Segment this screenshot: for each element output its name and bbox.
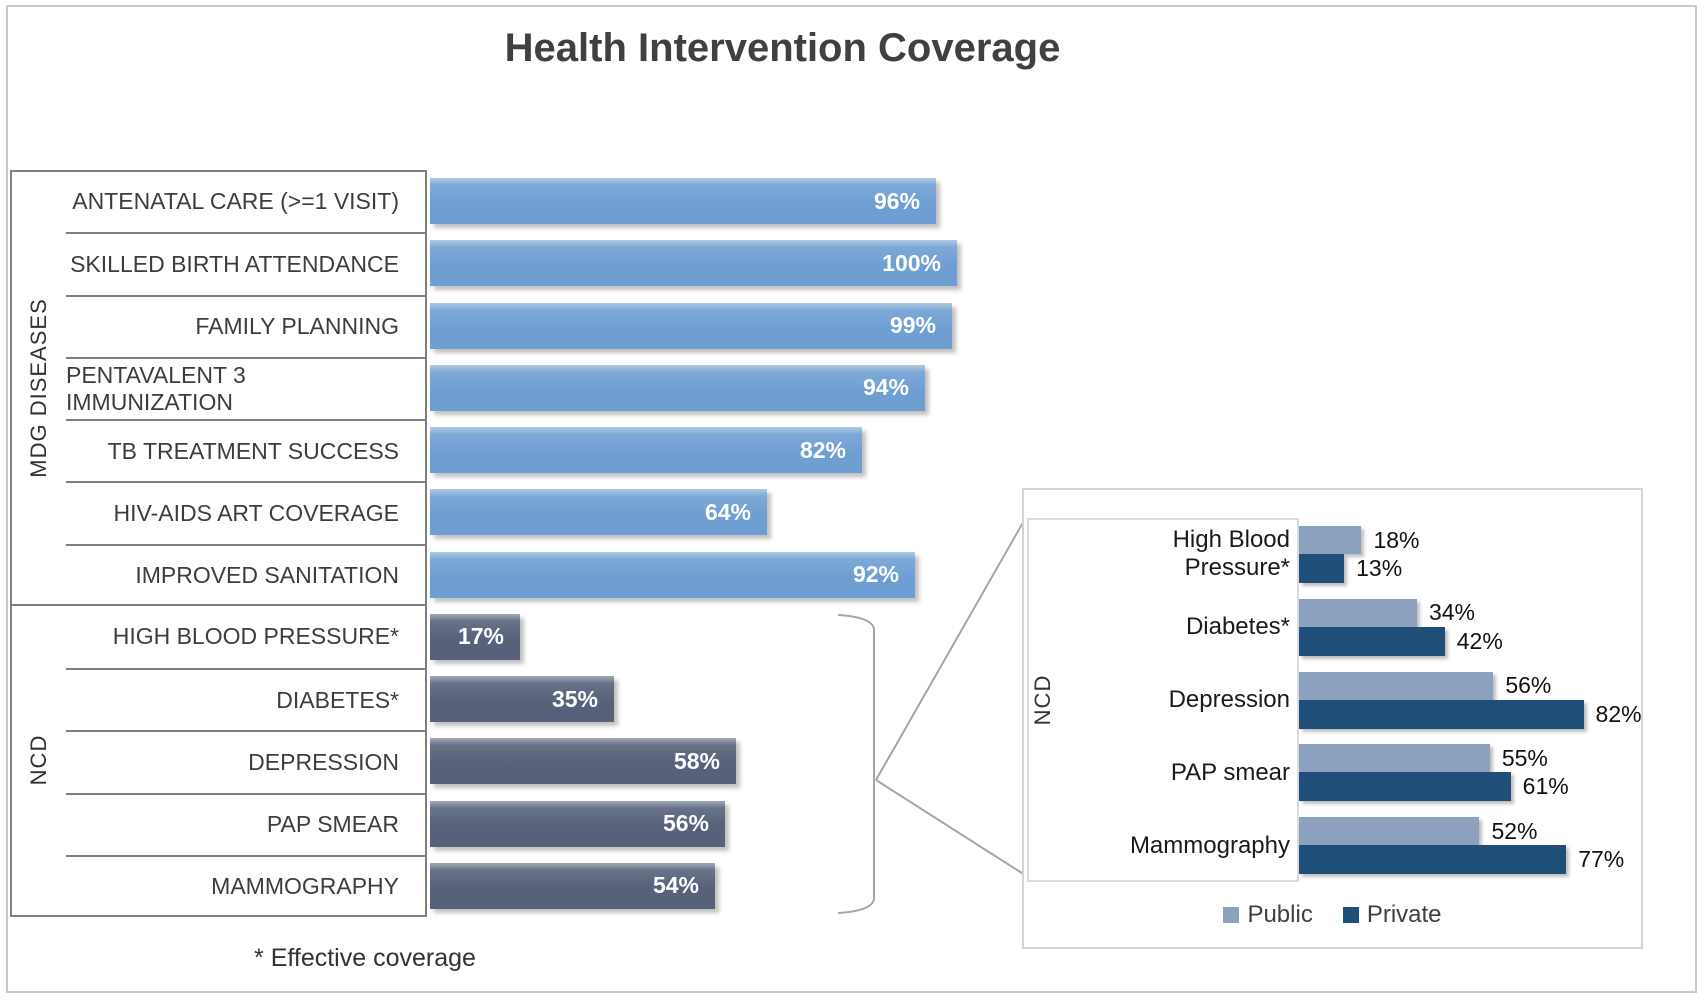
main-bar: 99% — [430, 302, 952, 349]
bar-value-label: 17% — [457, 623, 504, 650]
bar-value-label: 54% — [652, 872, 699, 899]
inset-bar-private — [1299, 626, 1445, 656]
inset-bar-private-value: 61% — [1522, 773, 1569, 800]
category-label: FAMILY PLANNING — [66, 294, 425, 357]
main-bar: 58% — [430, 738, 736, 785]
legend-label-public: Public — [1247, 901, 1313, 928]
main-bar: 92% — [430, 551, 915, 598]
inset-bar-public — [1299, 817, 1479, 846]
inset-bar-private-value: 42% — [1456, 627, 1503, 654]
legend-swatch-public-icon — [1223, 907, 1240, 923]
main-bar: 17% — [430, 613, 520, 660]
inset-bar-public-value: 52% — [1491, 817, 1538, 844]
inset-category-label: PAP smear — [1170, 758, 1290, 786]
main-bar: 94% — [430, 364, 925, 411]
inset-bar-public — [1299, 598, 1417, 627]
inset-bar-private-value: 13% — [1356, 555, 1403, 581]
main-bar: 64% — [430, 489, 767, 536]
inset-group-label-wrap: NCD — [1026, 518, 1060, 882]
group-label-strip: NCD — [12, 606, 66, 915]
group-label: MDG DISEASES — [26, 298, 51, 478]
category-label: PAP SMEAR — [66, 792, 425, 855]
main-bar: 100% — [430, 240, 957, 287]
bar-value-label: 64% — [704, 498, 751, 525]
bar-value-label: 58% — [673, 747, 720, 774]
inset-bar-private — [1299, 772, 1511, 802]
bar-value-label: 99% — [889, 312, 936, 338]
main-bar: 96% — [430, 178, 936, 224]
legend-item-public: Public — [1223, 901, 1313, 929]
bar-value-label: 92% — [852, 561, 899, 587]
group-label-strip: MDG DISEASES — [12, 172, 66, 604]
inset-bar-private-value: 77% — [1578, 846, 1625, 873]
bar-value-label: 82% — [799, 436, 846, 463]
category-label: PENTAVALENT 3 IMMUNIZATION — [66, 356, 425, 419]
category-label: HIV-AIDS ART COVERAGE — [66, 481, 425, 543]
legend-item-private: Private — [1342, 901, 1442, 929]
inset-bar-public-value: 55% — [1501, 744, 1548, 771]
bar-value-label: 56% — [662, 810, 709, 836]
legend: Public Private — [1022, 901, 1643, 929]
inset-bar-public-value: 34% — [1428, 599, 1476, 626]
legend-swatch-private-icon — [1342, 907, 1359, 923]
inset-bar-public-value: 18% — [1373, 526, 1420, 553]
group-box-mdg: MDG DISEASES ANTENATAL CARE (>=1 VISIT) SK… — [10, 170, 427, 606]
bar-value-label: 35% — [551, 685, 598, 712]
inset-bar-public — [1299, 671, 1493, 700]
group-label: NCD — [26, 735, 51, 786]
inset-bar-private — [1299, 554, 1344, 583]
inset-category-label: High Blood Pressure* — [1172, 526, 1290, 582]
inset-category-label: Mammography — [1129, 831, 1290, 859]
main-bar: 82% — [430, 427, 862, 473]
main-bar: 54% — [430, 862, 715, 909]
inset-bar-public-value: 56% — [1505, 672, 1552, 699]
bar-value-label: 94% — [862, 374, 909, 401]
inset-bar-private — [1299, 699, 1584, 729]
inset-bar-public — [1299, 744, 1490, 773]
inset-category-label: Depression — [1168, 685, 1290, 713]
category-label: DEPRESSION — [66, 730, 425, 792]
bar-value-label: 96% — [873, 187, 920, 214]
inset-bar-private — [1299, 845, 1566, 875]
inset-group-label: NCD — [1030, 674, 1055, 726]
category-label: HIGH BLOOD PRESSURE* — [112, 623, 399, 650]
category-label: MAMMOGRAPHY — [66, 854, 425, 917]
inset-bar-private-value: 82% — [1595, 700, 1642, 727]
group-box-ncd: NCD HIGH BLOOD PRESSURE* DIABETES* DEPRESSI… — [10, 603, 427, 917]
main-bar: 56% — [430, 800, 725, 847]
category-label: DIABETES* — [66, 668, 425, 730]
inset-bar-public — [1299, 526, 1361, 554]
category-label: IMPROVED SANITATION — [66, 543, 425, 606]
legend-label-private: Private — [1366, 901, 1442, 928]
chart-title: Health Intervention Coverage — [504, 26, 1061, 70]
footnote: * Effective coverage — [254, 944, 476, 972]
category-label: SKILLED BIRTH ATTENDANCE — [66, 232, 425, 294]
bar-value-label: 100% — [882, 249, 941, 276]
figure-border — [6, 5, 1697, 993]
category-label: ANTENATAL CARE (>=1 VISIT) — [72, 187, 399, 214]
main-bar: 35% — [430, 676, 614, 722]
category-label: TB TREATMENT SUCCESS — [66, 419, 425, 481]
inset-category-label: Diabetes* — [1185, 613, 1290, 641]
inset-category-label-box — [1027, 518, 1299, 882]
